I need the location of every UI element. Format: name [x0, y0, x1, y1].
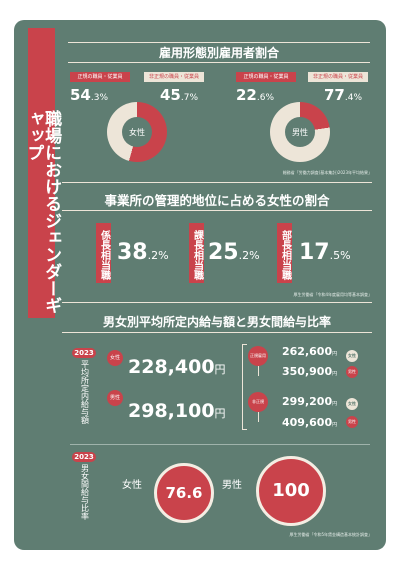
female-nonregular-percent: 45.7%	[160, 86, 199, 104]
section1-heading: 雇用形態別雇用者割合	[158, 46, 279, 60]
section1-top-rule	[68, 42, 370, 43]
section3-divider	[70, 444, 370, 445]
value-kakaricho: 38.2%	[117, 240, 169, 265]
ratio-male-circle: 100	[256, 456, 326, 526]
female-nonregular-label: 非正規の職員・従業員	[144, 72, 204, 82]
salary-year-badge: 2023	[72, 348, 96, 358]
breakdown-connector-regular	[258, 366, 259, 376]
salary-female-value: 228,400円	[128, 356, 226, 378]
female-donut: 女性	[107, 102, 167, 162]
salary-female-tag: 女性	[107, 350, 123, 366]
section3-heading: 男女別平均所定内給与額と男女間給与比率	[102, 315, 331, 329]
section3-source: 厚生労働省「令和5年賃金構造基本統計調査」	[289, 532, 372, 537]
breakdown-nonregular-value-2: 409,600円	[282, 416, 338, 429]
salary-male-tag: 男性	[107, 390, 123, 406]
section1-source: 総務省「労働力調査(基本集計)2023年平均結果」	[282, 170, 372, 175]
breakdown-connector-nonregular	[258, 412, 259, 422]
male-regular-percent: 22.6%	[236, 86, 275, 104]
breakdown-regular-value-2: 350,900円	[282, 365, 338, 378]
ratio-vertical-label: 男女間給与比率	[80, 464, 90, 520]
male-donut-hole	[285, 117, 315, 147]
female-donut-label: 女性	[129, 128, 145, 137]
breakdown-regular-female-tag: 女性	[346, 350, 358, 362]
male-nonregular-percent: 77.4%	[324, 86, 363, 104]
breakdown-nonregular-female-tag: 女性	[346, 398, 358, 410]
position-title-bucho: 部長相当職	[277, 223, 292, 283]
position-title-kakaricho: 係長相当職	[96, 223, 111, 283]
breakdown-bracket	[242, 344, 247, 430]
section2-bottom-rule	[62, 210, 372, 211]
male-donut: 男性	[270, 102, 330, 162]
breakdown-tag-nonregular: 非正規	[248, 392, 268, 412]
salary-vertical-label: 平均所定内給与額	[80, 360, 90, 424]
ratio-female-circle: 76.6	[154, 463, 214, 523]
section2-top-rule	[62, 182, 372, 183]
section1-bottom-rule	[68, 62, 370, 63]
breakdown-tag-regular: 正規雇用	[248, 346, 268, 366]
breakdown-nonregular-male-tag: 男性	[346, 416, 358, 428]
section3-bottom-rule	[62, 332, 372, 333]
position-title-kacho: 課長相当職	[189, 223, 204, 283]
male-regular-label: 正規の職員・従業員	[236, 72, 296, 82]
male-donut-label: 男性	[292, 128, 308, 137]
female-regular-label: 正規の職員・従業員	[70, 72, 130, 82]
value-bucho: 17.5%	[299, 240, 351, 265]
female-donut-hole	[122, 117, 152, 147]
section2-source: 厚生労働省「令和4年度雇用均等基本調査」	[293, 292, 372, 297]
salary-male-value: 298,100円	[128, 400, 226, 422]
ratio-male-label: 男性	[222, 480, 242, 491]
main-title: 職場におけるジェンダーギャップ	[23, 110, 62, 314]
breakdown-nonregular-value-1: 299,200円	[282, 395, 338, 408]
breakdown-regular-male-tag: 男性	[346, 366, 358, 378]
male-nonregular-label: 非正規の職員・従業員	[308, 72, 368, 82]
ratio-year-badge: 2023	[72, 452, 96, 462]
section3-top-rule	[62, 302, 372, 303]
ratio-female-label: 女性	[122, 480, 142, 491]
section2-heading: 事業所の管理的地位に占める女性の割合	[104, 193, 330, 208]
female-regular-percent: 54.3%	[70, 86, 109, 104]
title-band: 職場におけるジェンダーギャップ	[23, 28, 62, 318]
breakdown-regular-value-1: 262,600円	[282, 345, 338, 358]
value-kacho: 25.2%	[208, 240, 260, 265]
poster: 職場におけるジェンダーギャップ 雇用形態別雇用者割合 正規の職員・従業員 非正規…	[14, 20, 386, 550]
